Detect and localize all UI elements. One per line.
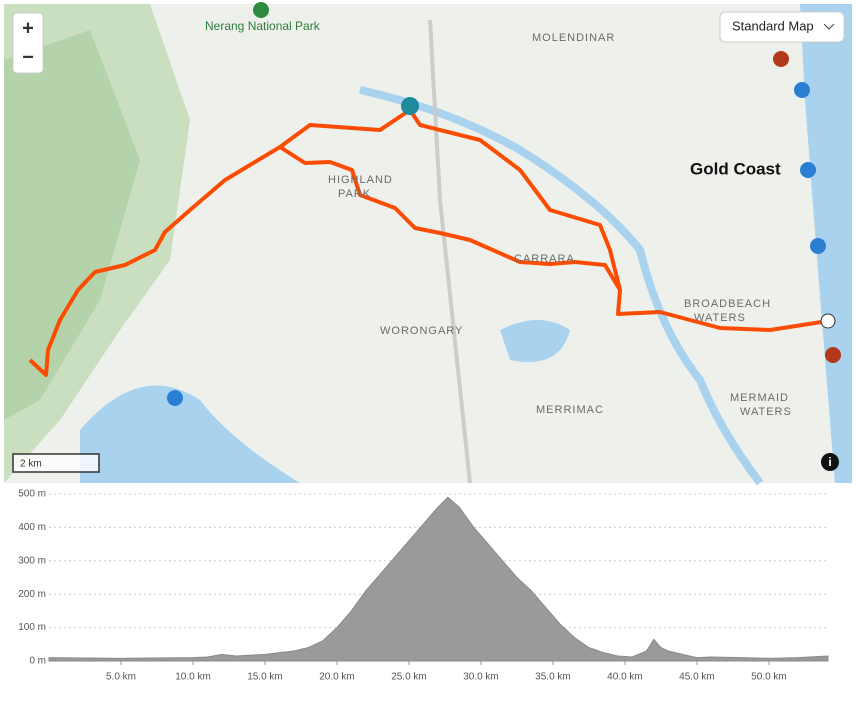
end-marker — [820, 313, 836, 329]
start-marker — [401, 97, 419, 115]
forest — [4, 30, 140, 420]
lake — [500, 320, 570, 362]
route — [278, 108, 622, 291]
y-tick-label: 200 m — [18, 589, 46, 600]
map-style-label: Standard Map — [732, 18, 814, 33]
park-icon — [253, 2, 269, 18]
place-label: MERRIMAC — [536, 404, 604, 416]
x-tick-label: 10.0 km — [175, 672, 211, 683]
photo-icon — [810, 238, 826, 254]
zoom-in[interactable]: + — [22, 17, 34, 39]
sea — [800, 4, 852, 483]
place-label: WATERS — [694, 312, 746, 324]
x-tick-label: 20.0 km — [319, 672, 355, 683]
x-tick-label: 35.0 km — [535, 672, 571, 683]
y-tick-label: 0 m — [29, 656, 46, 667]
place-label: WORONGARY — [380, 325, 463, 337]
elevation-area — [48, 496, 829, 662]
x-tick-label: 50.0 km — [751, 672, 787, 683]
photo-icon — [800, 162, 816, 178]
y-tick-label: 400 m — [18, 522, 46, 533]
scale-label: 2 km — [20, 459, 42, 470]
place-label: WATERS — [740, 406, 792, 418]
zoom-out[interactable]: − — [22, 46, 34, 68]
info-icon: i — [828, 455, 831, 469]
motorway — [428, 19, 472, 484]
river — [359, 86, 764, 486]
place-label: PARK — [338, 188, 371, 200]
place-label: HIGHLAND — [328, 174, 393, 186]
y-tick-label: 100 m — [18, 622, 46, 633]
x-tick-label: 15.0 km — [247, 672, 283, 683]
x-tick-label: 5.0 km — [106, 672, 136, 683]
place-label: CARRARA — [514, 253, 575, 265]
map-style-button[interactable] — [719, 11, 845, 43]
x-tick-label: 25.0 km — [391, 672, 427, 683]
zoom-control — [12, 12, 44, 74]
place-label: MERMAID — [730, 392, 789, 404]
x-tick-label: 45.0 km — [679, 672, 715, 683]
place-label: Nerang National Park — [205, 19, 321, 33]
photo-icon — [794, 82, 810, 98]
place-label: Gold Coast — [690, 159, 781, 178]
cafe-icon — [825, 347, 841, 363]
scale-bar — [12, 453, 100, 473]
x-tick-label: 30.0 km — [463, 672, 499, 683]
x-tick-label: 40.0 km — [607, 672, 643, 683]
place-label: MOLENDINAR — [532, 32, 615, 44]
cafe-icon — [773, 51, 789, 67]
dropdown-arrow — [823, 23, 835, 30]
place-label: BROADBEACH — [684, 298, 771, 310]
info-button[interactable] — [821, 453, 839, 471]
y-tick-label: 300 m — [18, 555, 46, 566]
y-tick-label: 500 m — [18, 489, 46, 500]
photo-icon — [167, 390, 183, 406]
lake — [80, 385, 300, 483]
